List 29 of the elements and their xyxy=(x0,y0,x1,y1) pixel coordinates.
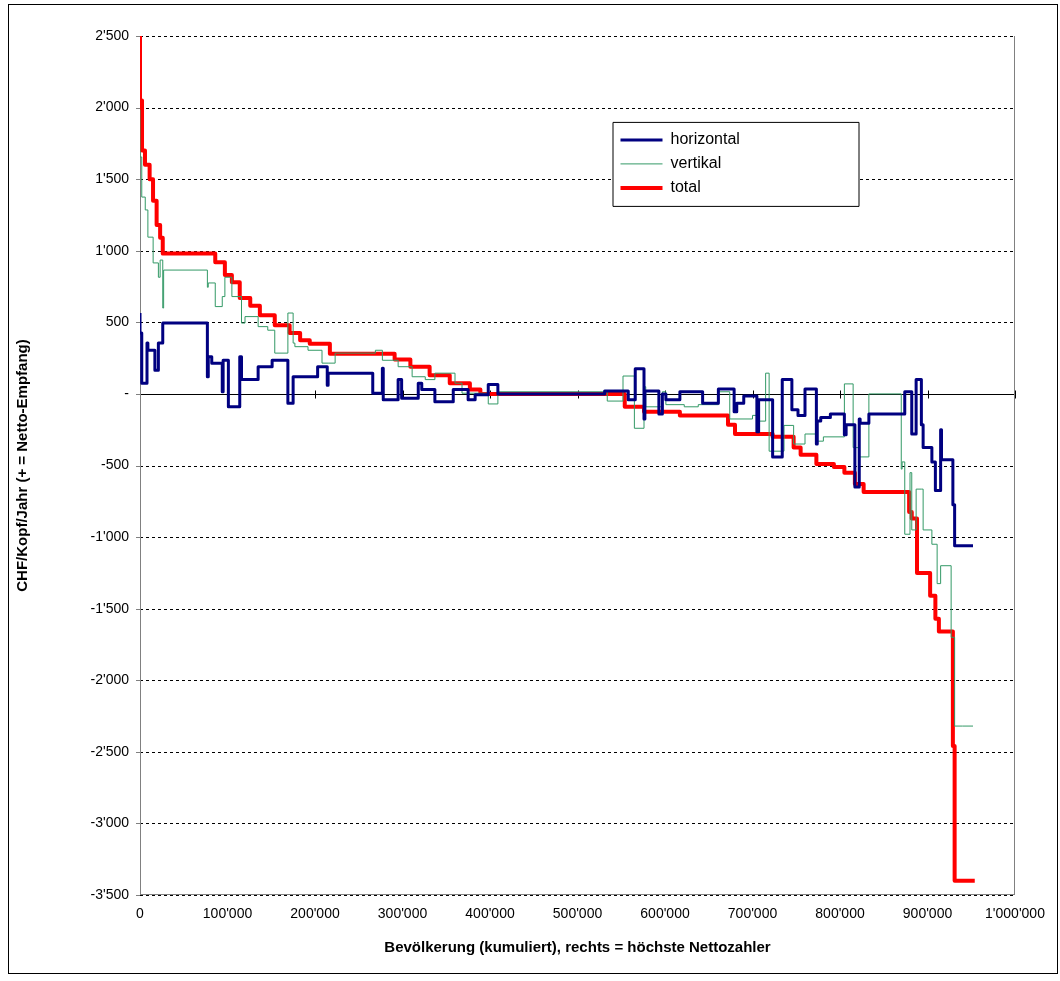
x-tick-label: 100'000 xyxy=(202,904,253,921)
y-tick-label: -3'000 xyxy=(90,814,130,831)
x-tick-label: 700'000 xyxy=(727,904,778,921)
x-tick-label: 800'000 xyxy=(815,904,865,921)
x-tick-label: 300'000 xyxy=(377,904,428,921)
legend-label: horizontal xyxy=(670,130,740,148)
y-tick-label: 1'500 xyxy=(95,170,130,187)
legend-label: total xyxy=(670,178,701,196)
y-axis-title: CHF/Kopf/Jahr (+ = Netto-Empfang) xyxy=(13,339,31,592)
x-axis-title: Bevölkerung (kumuliert), rechts = höchste Nettozahler xyxy=(384,938,771,956)
y-tick-label: -3'500 xyxy=(90,885,130,902)
x-tick-label: 0 xyxy=(136,904,145,921)
y-tick-label: 2'500 xyxy=(95,26,130,43)
x-tick-label: 200'000 xyxy=(290,904,340,921)
y-tick-label: -1'000 xyxy=(90,527,130,544)
y-tick-label: -1'500 xyxy=(90,599,130,616)
y-tick-label: -2'500 xyxy=(90,742,130,759)
x-tick-label: 400'000 xyxy=(465,904,515,921)
y-tick-label: 1'000 xyxy=(95,241,130,258)
x-tick-label: 1'000'000 xyxy=(985,904,1046,921)
x-tick-label: 900'000 xyxy=(902,904,953,921)
y-tick-label: - xyxy=(124,384,130,401)
y-tick-label: -500 xyxy=(100,456,130,473)
legend-label: vertikal xyxy=(670,154,722,172)
x-tick-label: 600'000 xyxy=(640,904,690,921)
y-tick-label: 500 xyxy=(105,313,130,330)
y-tick-label: -2'000 xyxy=(90,671,130,688)
y-tick-label: 2'000 xyxy=(95,98,130,115)
x-tick-label: 500'000 xyxy=(552,904,603,921)
